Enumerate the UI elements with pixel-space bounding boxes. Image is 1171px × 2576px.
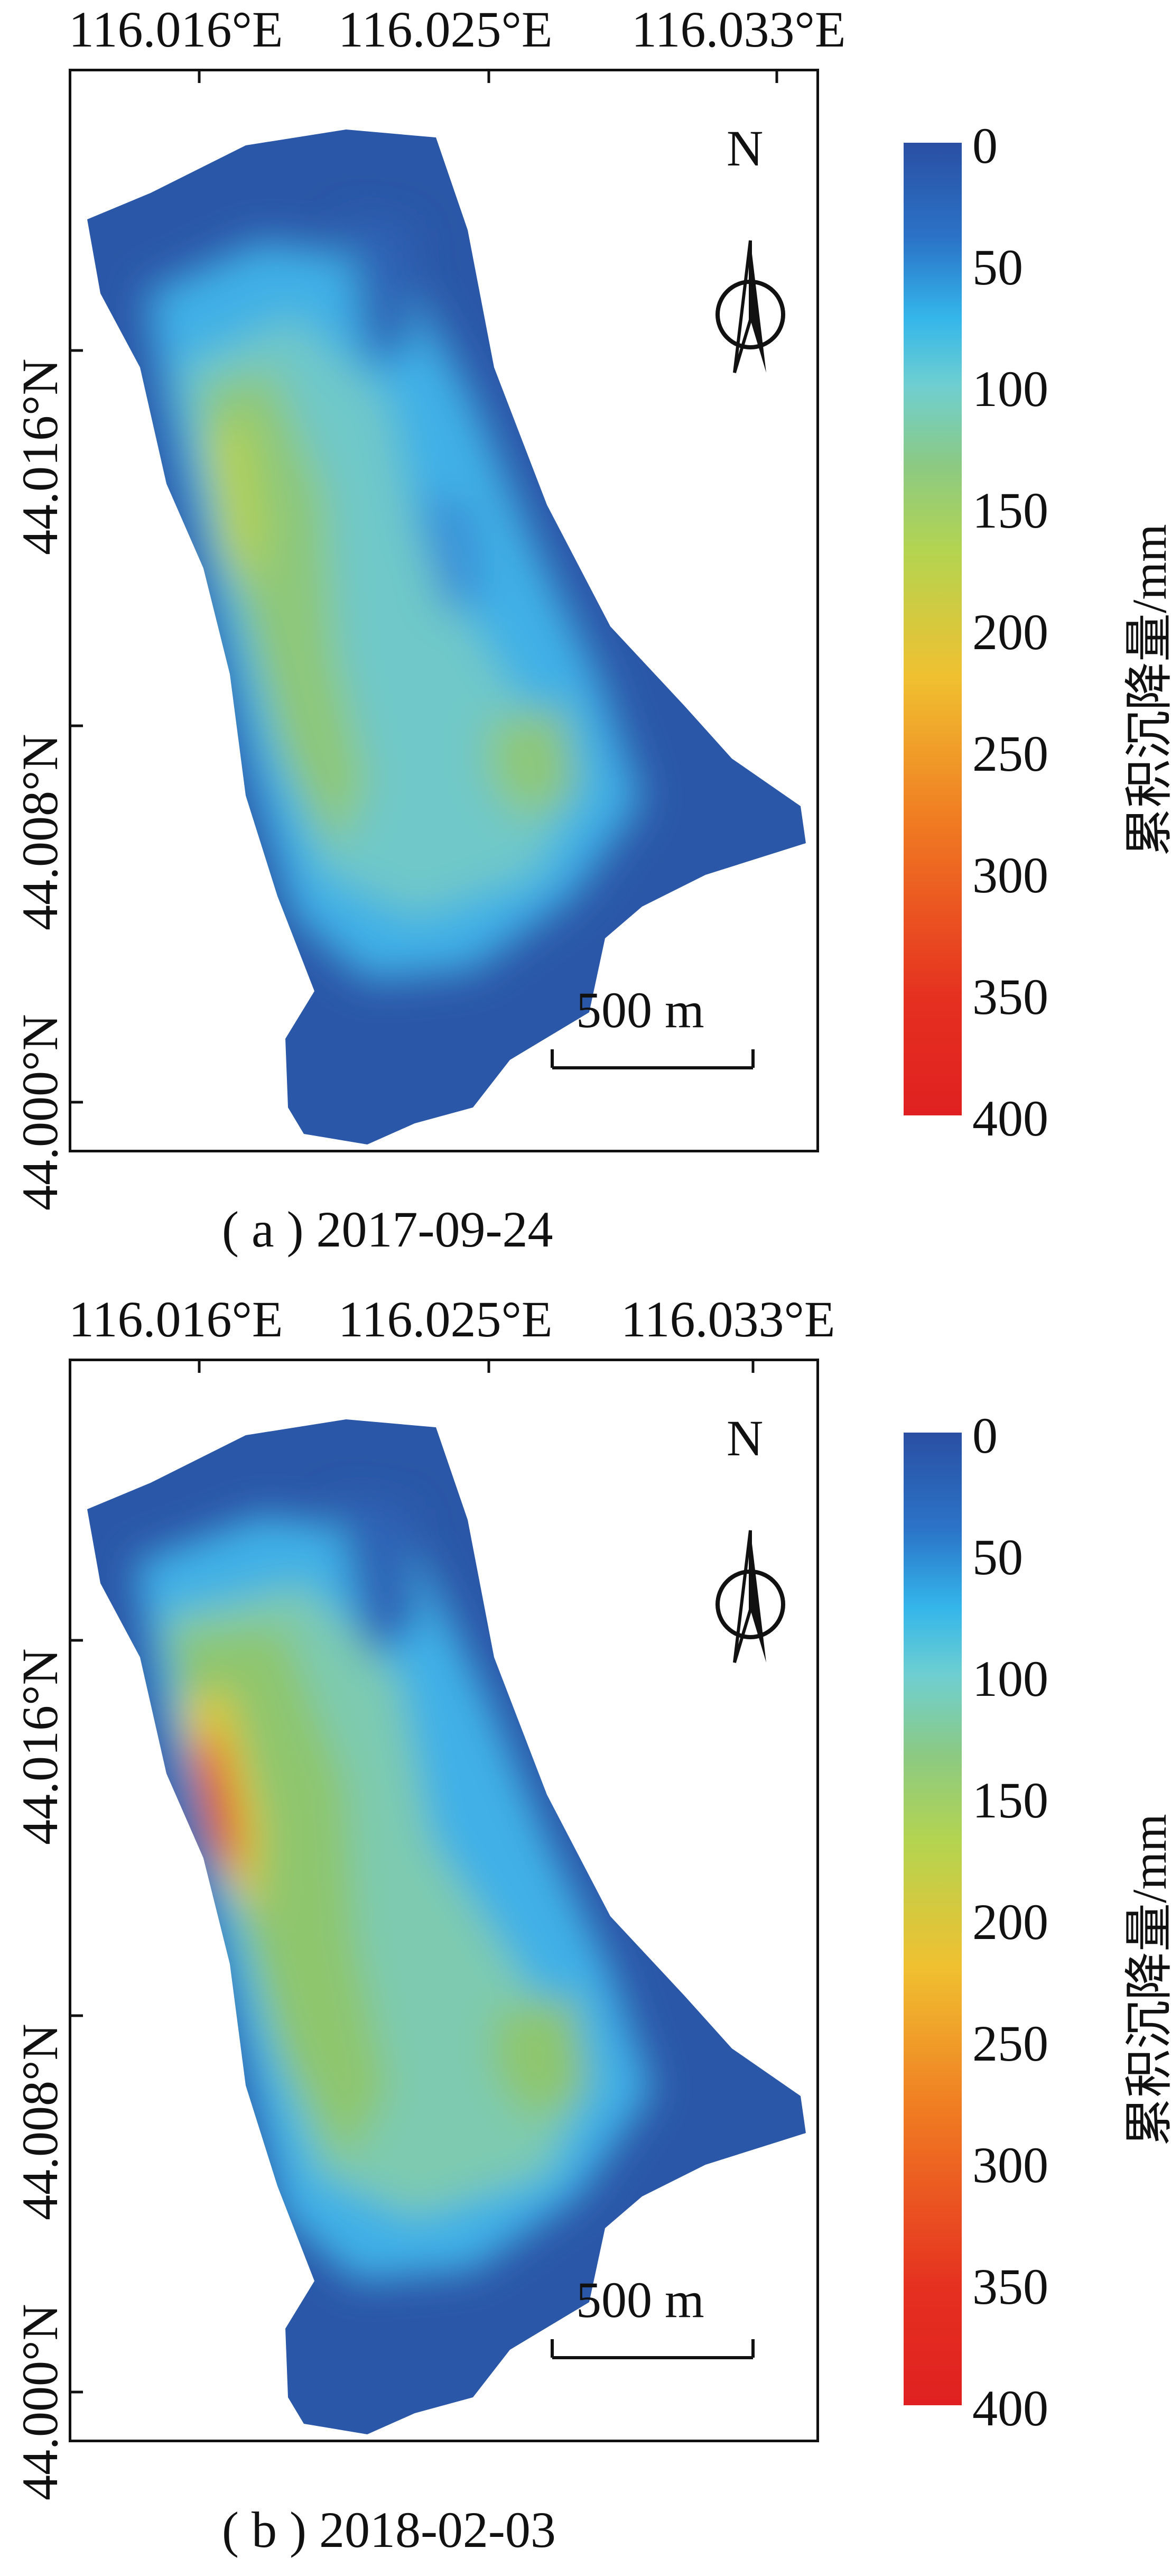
colorbar-title: 累积沉降量/mm [1122,524,1171,856]
y-tick-label: 44.016°N [12,358,68,555]
north-label: N [727,1410,764,1466]
x-tick-label: 116.033°E [621,1291,835,1347]
y-tick-label: 44.000°N [12,1014,68,1211]
x-tick-label: 116.016°E [69,1291,283,1347]
map-frame: N 500 m [69,1359,819,2442]
y-tick-label: 44.000°N [12,2304,68,2500]
colorbar-tick: 200 [972,604,1048,660]
x-tick-label: 116.033°E [631,1,846,58]
subsidence-map-b [71,1361,806,2434]
colorbar-tick: 0 [972,1407,998,1464]
y-tick-label: 44.008°N [12,734,68,930]
colorbar [904,143,962,1115]
colorbar-tick: 100 [972,1650,1048,1707]
colorbar-tick: 400 [972,2380,1048,2436]
north-arrow-icon [715,1530,785,1663]
colorbar-tick: 300 [972,847,1048,903]
colorbar-tick: 350 [972,968,1048,1025]
colorbar-tick: 150 [972,482,1048,539]
axis-ticks [71,71,778,1104]
north-arrow-icon [715,240,785,373]
y-tick-label: 44.008°N [12,2024,68,2220]
colorbar-tick: 50 [972,239,1023,296]
subsidence-surface [87,130,806,1144]
colorbar-title: 累积沉降量/mm [1122,1814,1171,2146]
colorbar-tick: 250 [972,2015,1048,2072]
colorbar-tick: 300 [972,2137,1048,2193]
colorbar-tick: 50 [972,1529,1023,1585]
subsidence-map-a [71,71,806,1144]
colorbar [904,1433,962,2405]
scale-bar [551,1049,755,1069]
scale-label: 500 m [576,982,704,1038]
scale-bar [551,2339,755,2359]
map-panel-b: 116.016°E 116.025°E 116.033°E 44.016°N 4… [0,1290,1171,2574]
x-tick-label: 116.016°E [69,1,283,58]
map-panel-a: 116.016°E 116.025°E 116.033°E 44.016°N 4… [0,0,1171,1285]
colorbar-tick: 100 [972,361,1048,417]
axis-ticks [71,1361,755,2394]
x-tick-label: 116.025°E [338,1291,553,1347]
subsidence-surface [87,1419,806,2434]
x-tick-label: 116.025°E [338,1,553,58]
colorbar-tick: 150 [972,1772,1048,1829]
colorbar-tick: 0 [972,117,998,174]
colorbar-tick: 400 [972,1090,1048,1147]
panel-caption: ( a ) 2017-09-24 [222,1201,553,1258]
panel-caption: ( b ) 2018-02-03 [222,2501,556,2558]
colorbar-tick: 350 [972,2258,1048,2315]
colorbar-tick: 200 [972,1894,1048,1950]
north-label: N [727,120,764,177]
y-tick-label: 44.016°N [12,1648,68,1845]
colorbar-tick: 250 [972,725,1048,782]
scale-label: 500 m [576,2272,704,2328]
map-frame: N 500 m [69,69,819,1152]
